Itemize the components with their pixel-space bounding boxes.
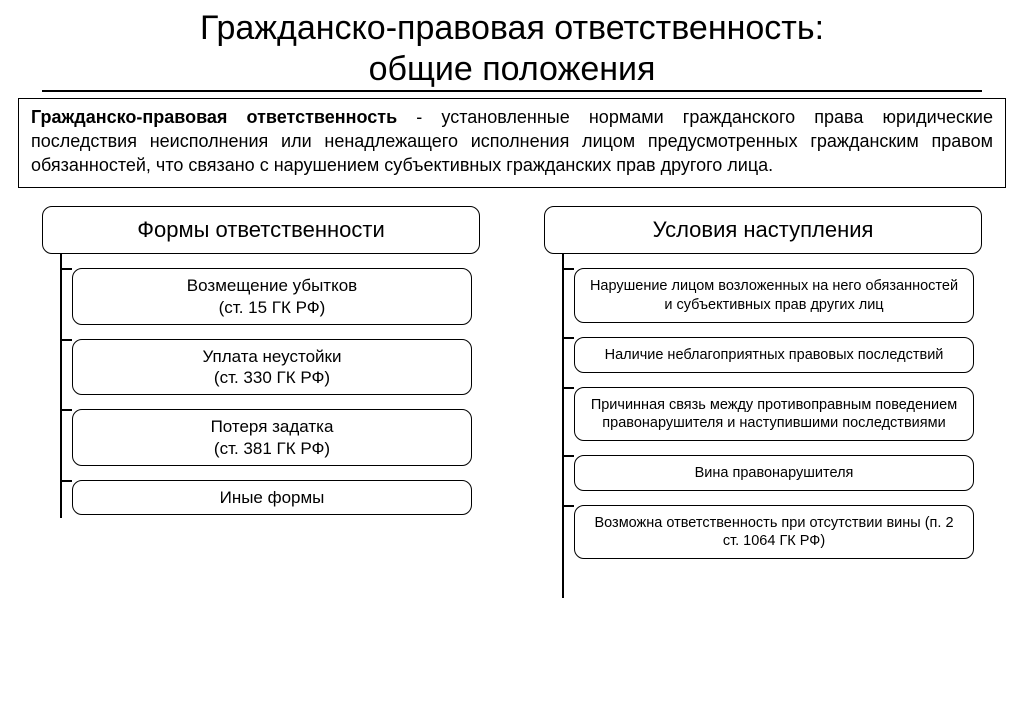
list-item: Потеря задатка (ст. 381 ГК РФ) bbox=[30, 409, 492, 466]
item-line2: (ст. 330 ГК РФ) bbox=[83, 367, 461, 388]
right-item-box: Наличие неблагоприятных правовых последс… bbox=[574, 337, 974, 373]
columns: Формы ответственности Возмещение убытков… bbox=[0, 206, 1024, 573]
right-header: Условия наступления bbox=[544, 206, 982, 254]
right-item-box: Вина правонарушителя bbox=[574, 455, 974, 491]
title-line1: Гражданско-правовая ответственность: bbox=[200, 9, 824, 47]
title-line2: общие положения bbox=[369, 50, 656, 88]
left-header: Формы ответственности bbox=[42, 206, 480, 254]
list-item: Наличие неблагоприятных правовых последс… bbox=[532, 337, 994, 373]
left-vertical-line bbox=[60, 268, 62, 518]
definition-box: Гражданско-правовая ответственность - ус… bbox=[18, 98, 1006, 189]
item-line1: Иные формы bbox=[220, 488, 325, 507]
page-title: Гражданско-правовая ответственность: общ… bbox=[0, 0, 1024, 98]
list-item: Нарушение лицом возложенных на него обяз… bbox=[532, 268, 994, 322]
left-tree: Возмещение убытков (ст. 15 ГК РФ) Уплата… bbox=[30, 254, 492, 515]
left-item-box: Потеря задатка (ст. 381 ГК РФ) bbox=[72, 409, 472, 466]
right-stem bbox=[562, 254, 564, 268]
list-item: Иные формы bbox=[30, 480, 492, 515]
right-item-box: Возможна ответственность при отсутствии … bbox=[574, 505, 974, 559]
left-column: Формы ответственности Возмещение убытков… bbox=[30, 206, 492, 573]
left-item-box: Возмещение убытков (ст. 15 ГК РФ) bbox=[72, 268, 472, 325]
right-item-box: Нарушение лицом возложенных на него обяз… bbox=[574, 268, 974, 322]
right-column: Условия наступления Нарушение лицом возл… bbox=[532, 206, 994, 573]
right-vertical-line bbox=[562, 268, 564, 598]
item-line1: Потеря задатка bbox=[83, 416, 461, 437]
left-item-box: Уплата неустойки (ст. 330 ГК РФ) bbox=[72, 339, 472, 396]
item-line2: (ст. 381 ГК РФ) bbox=[83, 438, 461, 459]
list-item: Вина правонарушителя bbox=[532, 455, 994, 491]
list-item: Возмещение убытков (ст. 15 ГК РФ) bbox=[30, 268, 492, 325]
item-line1: Уплата неустойки bbox=[83, 346, 461, 367]
right-item-box: Причинная связь между противоправным пов… bbox=[574, 387, 974, 441]
list-item: Причинная связь между противоправным пов… bbox=[532, 387, 994, 441]
left-stem bbox=[60, 254, 62, 268]
left-item-box: Иные формы bbox=[72, 480, 472, 515]
item-line2: (ст. 15 ГК РФ) bbox=[83, 297, 461, 318]
list-item: Возможна ответственность при отсутствии … bbox=[532, 505, 994, 559]
definition-term: Гражданско-правовая ответственность bbox=[31, 107, 397, 127]
right-tree: Нарушение лицом возложенных на него обяз… bbox=[532, 254, 994, 559]
item-line1: Возмещение убытков bbox=[83, 275, 461, 296]
list-item: Уплата неустойки (ст. 330 ГК РФ) bbox=[30, 339, 492, 396]
